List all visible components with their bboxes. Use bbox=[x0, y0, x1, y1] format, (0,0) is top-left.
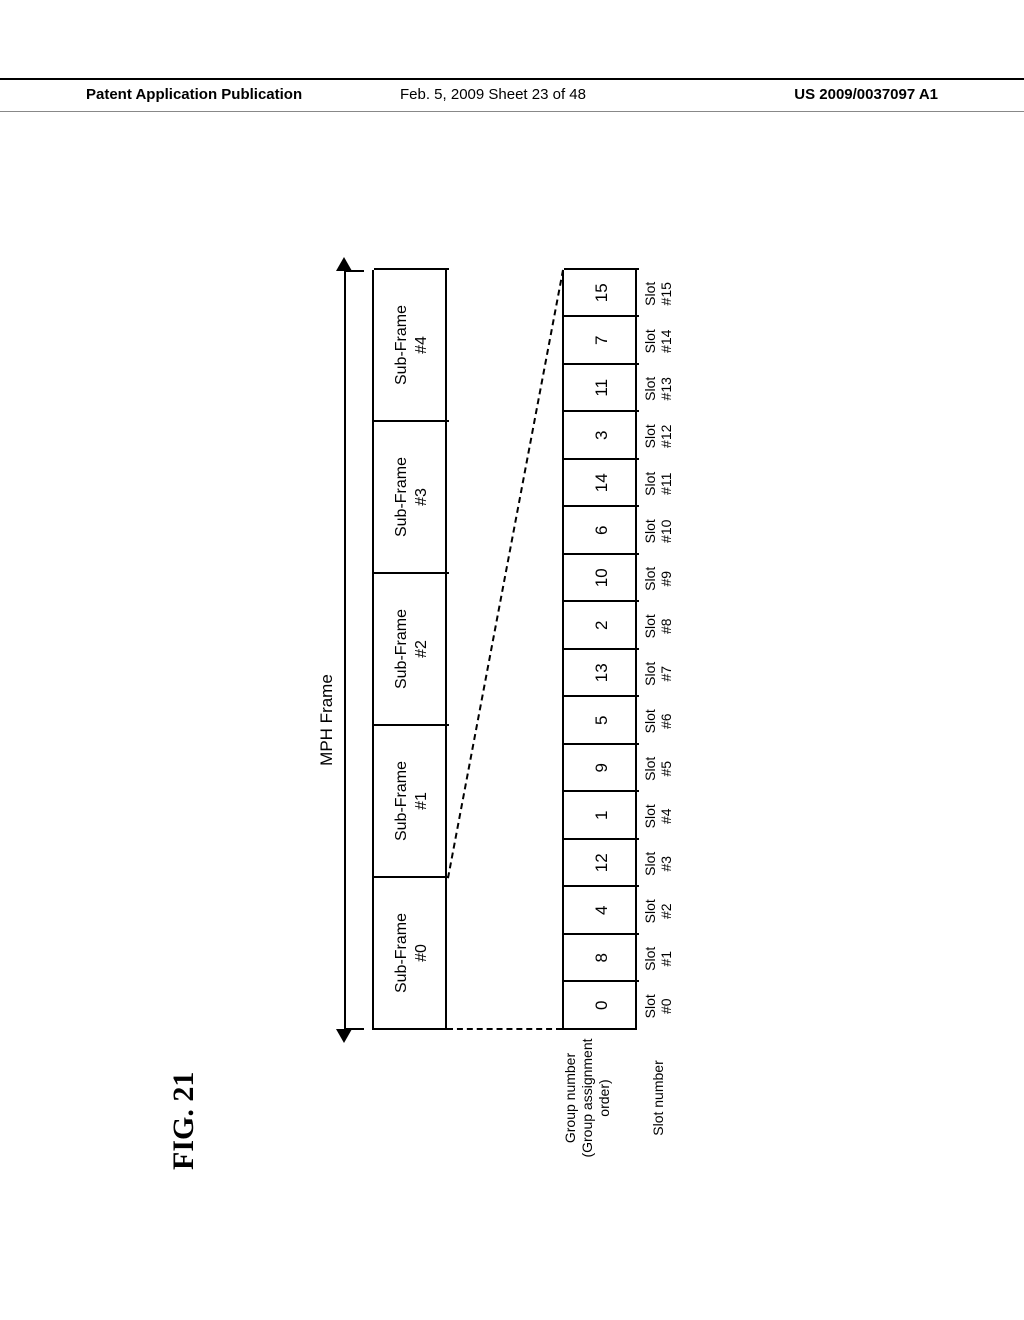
projection-dash-right bbox=[447, 270, 564, 878]
subframe-cell: Sub-Frame#1 bbox=[374, 724, 449, 876]
header-left: Patent Application Publication bbox=[86, 86, 302, 103]
group-number-label: Group number(Group assignmentorder) bbox=[562, 1036, 612, 1160]
group-number-cell: 12 bbox=[564, 838, 639, 886]
group-number-cell: 15 bbox=[564, 268, 639, 316]
slot-number-cell: Slot#1 bbox=[642, 935, 674, 983]
group-number-cell: 11 bbox=[564, 363, 639, 411]
group-number-cell: 4 bbox=[564, 886, 639, 934]
subframe-cell: Sub-Frame#2 bbox=[374, 572, 449, 724]
group-number-cell: 9 bbox=[564, 743, 639, 791]
header-right: US 2009/0037097 A1 bbox=[794, 86, 938, 103]
slot-number-cell: Slot#13 bbox=[642, 365, 674, 413]
slot-number-label: Slot number bbox=[650, 1036, 666, 1160]
mph-bracket bbox=[344, 270, 364, 1030]
slot-number-cell: Slot#7 bbox=[642, 650, 674, 698]
subframe-row: Sub-Frame#0Sub-Frame#1Sub-Frame#2Sub-Fra… bbox=[372, 270, 447, 1030]
slot-number-cell: Slot#10 bbox=[642, 508, 674, 556]
slot-number-cell: Slot#0 bbox=[642, 983, 674, 1031]
slot-number-cell: Slot#11 bbox=[642, 460, 674, 508]
slot-number-cell: Slot#15 bbox=[642, 270, 674, 318]
subframe-cell: Sub-Frame#0 bbox=[374, 876, 449, 1028]
group-number-cell: 6 bbox=[564, 506, 639, 554]
group-number-cell: 8 bbox=[564, 933, 639, 981]
slot-number-cell: Slot#12 bbox=[642, 413, 674, 461]
mph-frame-label: MPH Frame bbox=[317, 170, 337, 1270]
group-number-row: 0841219513210614311715 bbox=[562, 270, 637, 1030]
slot-number-cell: Slot#4 bbox=[642, 793, 674, 841]
slot-number-cell: Slot#2 bbox=[642, 888, 674, 936]
group-number-cell: 5 bbox=[564, 696, 639, 744]
slot-number-cell: Slot#5 bbox=[642, 745, 674, 793]
arrow-right-icon bbox=[336, 257, 352, 271]
figure-title: FIG. 21 bbox=[167, 1072, 201, 1170]
slot-number-row: Slot#0Slot#1Slot#2Slot#3Slot#4Slot#5Slot… bbox=[642, 270, 682, 1030]
slot-number-cell: Slot#9 bbox=[642, 555, 674, 603]
group-number-cell: 2 bbox=[564, 601, 639, 649]
figure-21: FIG. 21 MPH Frame Sub-Frame#0Sub-Frame#1… bbox=[162, 170, 862, 1270]
header-center: Feb. 5, 2009 Sheet 23 of 48 bbox=[400, 86, 586, 103]
slot-number-cell: Slot#6 bbox=[642, 698, 674, 746]
group-number-cell: 3 bbox=[564, 411, 639, 459]
group-number-cell: 1 bbox=[564, 791, 639, 839]
group-number-cell: 10 bbox=[564, 553, 639, 601]
group-number-cell: 7 bbox=[564, 316, 639, 364]
subframe-cell: Sub-Frame#3 bbox=[374, 420, 449, 572]
arrow-left-icon bbox=[336, 1029, 352, 1043]
slot-number-cell: Slot#14 bbox=[642, 318, 674, 366]
slot-number-cell: Slot#8 bbox=[642, 603, 674, 651]
page-header: Patent Application Publication Feb. 5, 2… bbox=[0, 78, 1024, 112]
subframe-cell: Sub-Frame#4 bbox=[374, 268, 449, 420]
page: Patent Application Publication Feb. 5, 2… bbox=[0, 0, 1024, 1320]
projection-dash-left bbox=[447, 1028, 562, 1030]
group-number-cell: 13 bbox=[564, 648, 639, 696]
group-number-cell: 0 bbox=[564, 981, 639, 1029]
slot-number-cell: Slot#3 bbox=[642, 840, 674, 888]
group-number-cell: 14 bbox=[564, 458, 639, 506]
